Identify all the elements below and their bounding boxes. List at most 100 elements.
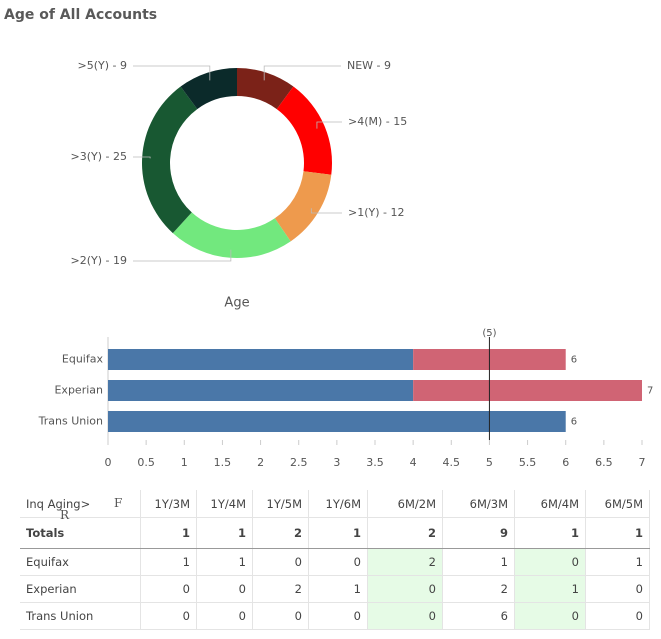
- leader-line: [133, 156, 151, 159]
- table: Inq Aging> 1Y/3M 1Y/4M 1Y/5M 1Y/6M 6M/2M 6M/3M…: [20, 490, 650, 630]
- leader-line: [263, 65, 341, 81]
- y-tick-label: Equifax: [62, 353, 104, 366]
- x-tick-label: 1.5: [214, 456, 232, 469]
- table-cell: 0: [367, 602, 443, 630]
- slice-label: >2(Y) - 19: [71, 254, 127, 267]
- table-cell: 0: [196, 602, 253, 630]
- bar: [108, 411, 566, 432]
- header-cell: 1Y/3M: [140, 490, 197, 518]
- x-tick-label: 3: [333, 456, 340, 469]
- table-cell: 0: [308, 602, 368, 630]
- axis-label: Age: [224, 296, 249, 311]
- table-cell: 0: [514, 548, 586, 576]
- table-cell: 1: [308, 517, 368, 549]
- title: Age of All Accounts: [4, 7, 157, 23]
- header-row: Inq Aging> 1Y/3M 1Y/4M 1Y/5M 1Y/6M 6M/2M 6M/3M…: [20, 490, 650, 518]
- table-cell: 0: [308, 548, 368, 576]
- x-tick-label: 4.5: [443, 456, 461, 469]
- table-cell: 1: [514, 575, 586, 603]
- pie-slice: [276, 86, 333, 175]
- table-cell: 2: [252, 517, 309, 549]
- table-row: Totals 1 1 2 1 2 9 1 1: [20, 517, 650, 549]
- pie-slice: [274, 171, 332, 242]
- table-cell: Totals: [20, 517, 141, 549]
- table-cell: Equifax: [20, 548, 141, 576]
- table-cell: 0: [514, 602, 586, 630]
- table-cell: Trans Union: [20, 602, 141, 630]
- x-tick-label: 4: [410, 456, 417, 469]
- header-cell: 1Y/6M: [308, 490, 368, 518]
- header-cell: 6M/2M: [367, 490, 443, 518]
- x-tick-label: 6.5: [595, 456, 613, 469]
- header-cell: Inq Aging>: [20, 490, 141, 518]
- table-cell: 6: [442, 602, 515, 630]
- y-tick-label: Trans Union: [38, 415, 103, 428]
- table-cell: 1: [514, 517, 586, 549]
- table-cell: 9: [442, 517, 515, 549]
- marker: F: [114, 496, 123, 510]
- table-cell: 1: [442, 548, 515, 576]
- slice-label: >3(Y) - 25: [71, 150, 127, 163]
- table-cell: 1: [140, 548, 197, 576]
- table-cell: Experian: [20, 575, 141, 603]
- header-cell: 6M/3M: [442, 490, 515, 518]
- dashboard: Age of All Accounts NEW - 9 >4(M) - 15 >1(…: [4, 7, 653, 469]
- reference-label: (5): [482, 328, 496, 339]
- table-row: Equifax 1 1 0 0 2 1 0 1: [20, 548, 650, 576]
- leader-line: [316, 121, 342, 129]
- total-label: 7: [647, 386, 653, 397]
- table-cell: 0: [140, 602, 197, 630]
- header-cell: 6M/5M: [585, 490, 650, 518]
- table-cell: 0: [196, 575, 253, 603]
- table-cell: 2: [252, 575, 309, 603]
- x-tick-label: 5: [486, 456, 493, 469]
- header-cell: 1Y/5M: [252, 490, 309, 518]
- bar: [108, 380, 414, 401]
- table-cell: 1: [585, 548, 650, 576]
- y-tick-label: Experian: [54, 384, 103, 397]
- table-cell: 0: [585, 602, 650, 630]
- pie-slice: [172, 212, 291, 258]
- pie-slice: [180, 68, 237, 110]
- total-label: 6: [571, 417, 577, 428]
- table-cell: 0: [140, 575, 197, 603]
- table-cell: 1: [308, 575, 368, 603]
- pie-slice: [142, 86, 198, 234]
- total-label: 6: [571, 355, 577, 366]
- table-cell: 1: [196, 517, 253, 549]
- table-cell: 0: [585, 575, 650, 603]
- leader-line: [133, 249, 232, 262]
- table-cell: 1: [196, 548, 253, 576]
- x-tick-label: 6: [562, 456, 569, 469]
- bar: [413, 380, 642, 401]
- slice-label: >1(Y) - 12: [348, 206, 404, 219]
- table-cell: 1: [140, 517, 197, 549]
- bar: [108, 349, 414, 370]
- table-cell: 0: [367, 575, 443, 603]
- x-tick-label: 7: [639, 456, 646, 469]
- x-tick-label: 0: [105, 456, 112, 469]
- slice-label: >5(Y) - 9: [78, 59, 127, 72]
- table-row: Trans Union 0 0 0 0 0 6 0 0: [20, 602, 650, 630]
- table-cell: 0: [252, 602, 309, 630]
- x-tick-label: 3.5: [366, 456, 384, 469]
- table-cell: 1: [585, 517, 650, 549]
- table-row: Experian 0 0 2 1 0 2 1 0: [20, 575, 650, 603]
- table-cell: 2: [442, 575, 515, 603]
- table-cell: 2: [367, 517, 443, 549]
- leader-line: [310, 208, 342, 214]
- leader-line: [133, 65, 211, 81]
- table-cell: 2: [367, 548, 443, 576]
- pie-slice: [237, 68, 294, 110]
- x-tick-label: 1: [181, 456, 188, 469]
- header-cell: 1Y/4M: [196, 490, 253, 518]
- table-cell: 0: [252, 548, 309, 576]
- x-tick-label: 2: [257, 456, 264, 469]
- marker: R: [60, 508, 70, 522]
- slice-label: >4(M) - 15: [348, 115, 407, 128]
- header-cell: 6M/4M: [514, 490, 586, 518]
- x-tick-label: 0.5: [137, 456, 155, 469]
- x-tick-label: 2.5: [290, 456, 308, 469]
- slice-label: NEW - 9: [347, 59, 391, 72]
